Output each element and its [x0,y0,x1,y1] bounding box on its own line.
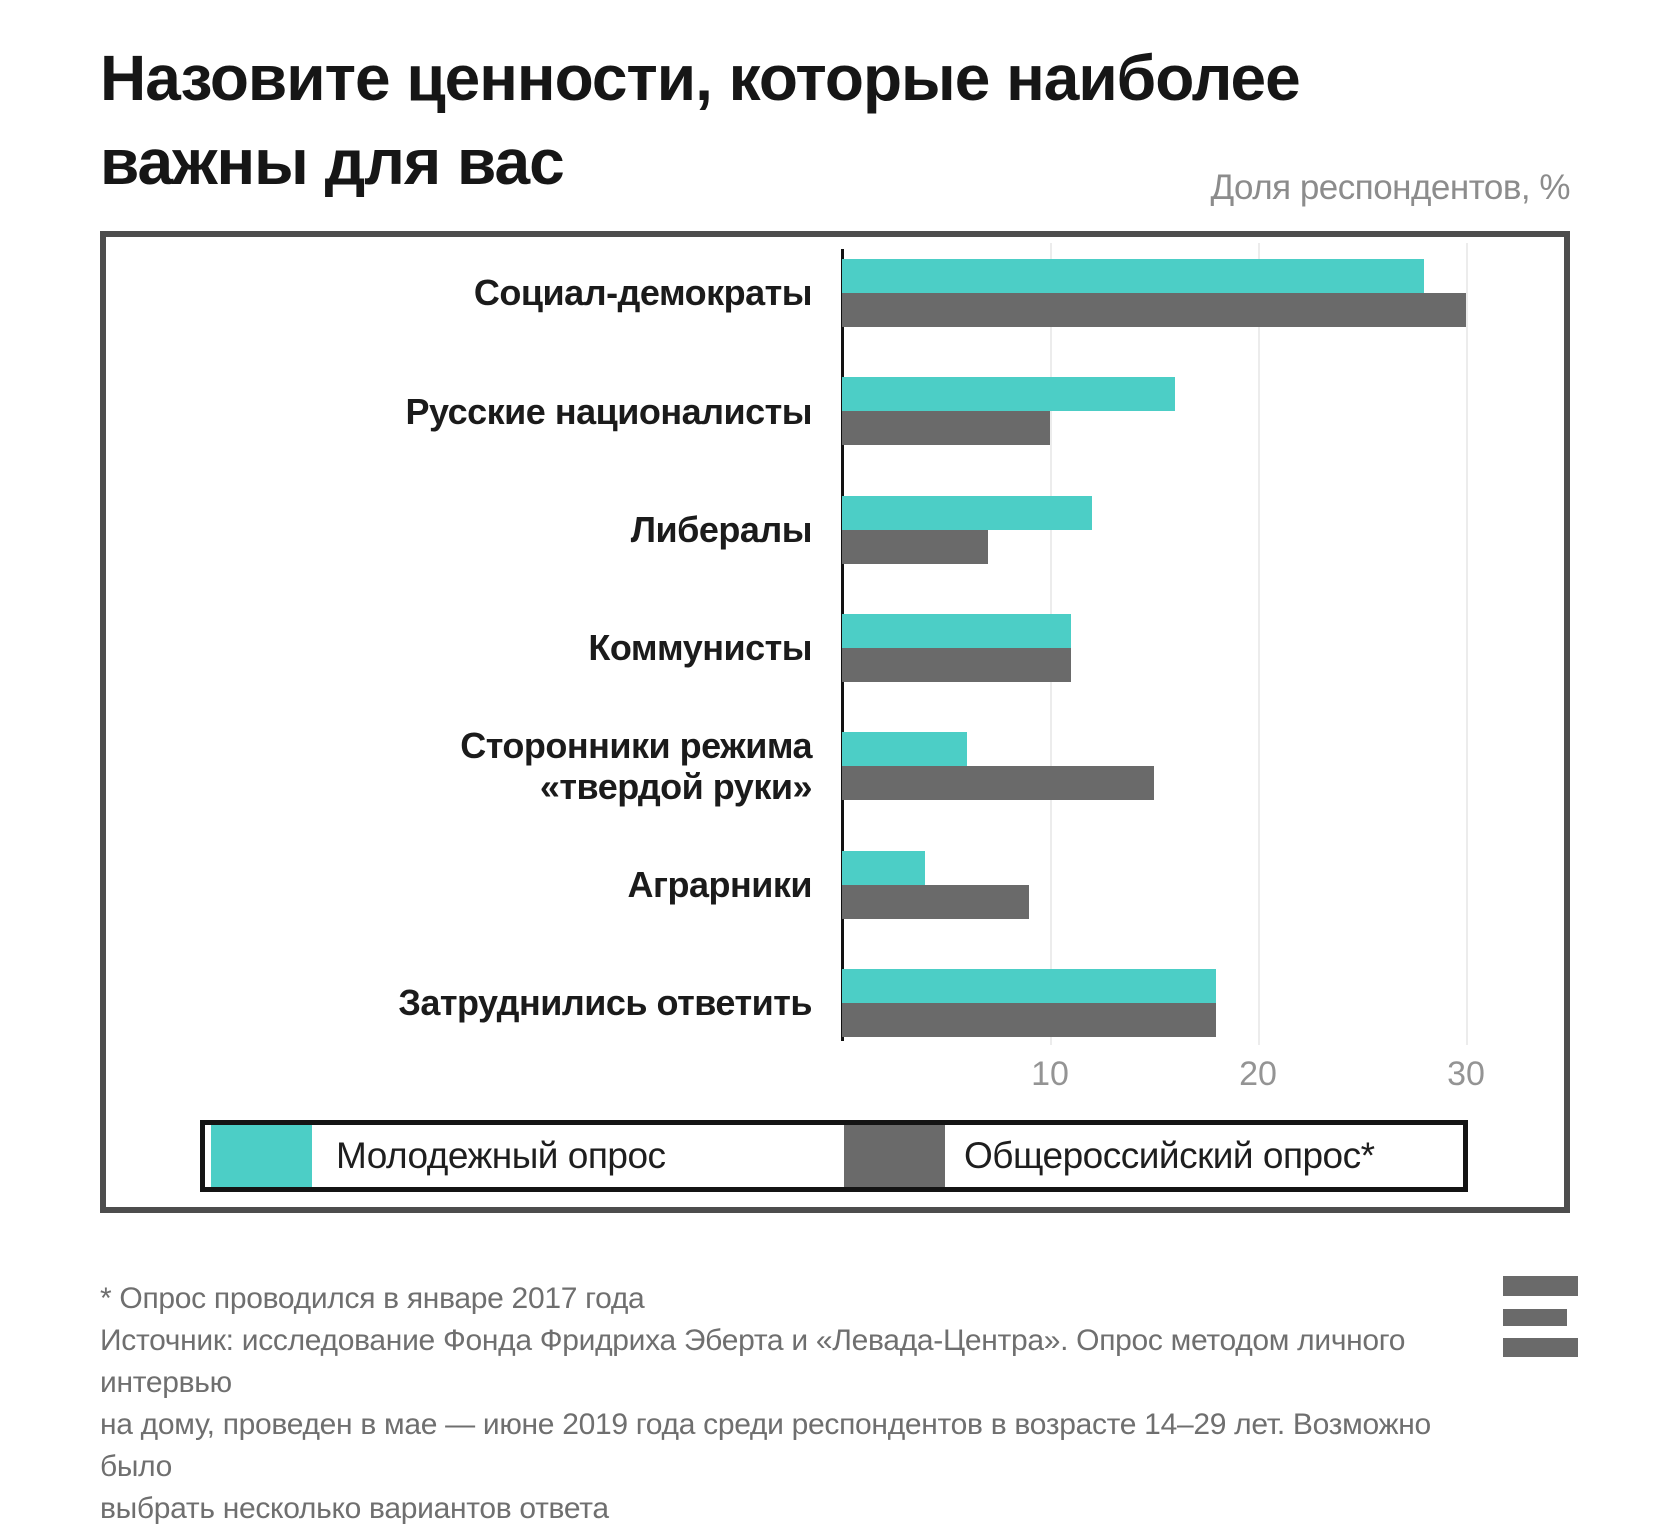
page-title-line-1: Назовите ценности, которые наиболее [100,42,1301,114]
logo-bar-1 [1503,1276,1578,1296]
logo-bar-2 [1503,1309,1567,1326]
units-label: Доля респондентов, % [1210,168,1570,207]
page-title: Назовите ценности, которые наиболее важн… [100,36,1301,205]
footnote-asterisk: * Опрос проводился в январе 2017 года [100,1282,645,1315]
category-label: Коммунисты [588,627,812,669]
logo-bar-3 [1503,1338,1578,1357]
category-label: Либералы [630,508,813,550]
category-label: Аграрники [627,863,812,905]
x-tick-label-10: 10 [1031,1055,1069,1093]
category-label: Сторонники режима «твердой руки» [460,724,812,808]
footnotes: * Опрос проводился в январе 2017 года Ис… [100,1278,1440,1530]
bar-allrussia-7 [842,1002,1217,1037]
legend-swatch-youth [211,1125,312,1187]
category-label: Русские националисты [405,390,812,432]
plot-area: 10 20 30 Социал-демократы Русские националис… [106,237,1564,1207]
gridline-30 [1466,243,1468,1045]
bar-allrussia-3 [842,529,988,564]
bar-youth-6 [842,850,926,885]
bar-allrussia-5 [842,766,1154,801]
bar-allrussia-6 [842,884,1030,919]
bar-allrussia-1 [842,293,1466,327]
chart-frame: 10 20 30 Социал-демократы Русские националис… [100,231,1570,1213]
category-label: Социал-демократы [473,272,813,314]
bar-youth-3 [842,495,1092,530]
gridline-20 [1258,243,1260,1045]
page-title-line-2: важны для вас [100,126,565,199]
x-tick-label-20: 20 [1239,1055,1277,1093]
bar-youth-5 [842,732,967,767]
bar-allrussia-2 [842,411,1050,446]
infographic-canvas: Назовите ценности, которые наиболее важн… [100,36,1580,1525]
bar-allrussia-4 [842,647,1071,682]
x-tick-label-30: 30 [1447,1055,1485,1093]
footnote-source: Источник: исследование Фонда Фридриха Эб… [100,1324,1431,1525]
bar-youth-4 [842,613,1071,648]
category-label: Затруднились ответить [398,982,812,1024]
legend-label-allrussia: Общероссийский опрос* [964,1135,1375,1176]
chart-legend: Молодежный опрос Общероссийский опрос* [200,1120,1468,1192]
legend-label-youth: Молодежный опрос [336,1135,666,1176]
three-bars-logo-icon [1503,1276,1580,1357]
bar-youth-2 [842,377,1175,412]
legend-swatch-allrussia [844,1125,945,1187]
bar-youth-7 [842,968,1217,1003]
bar-youth-1 [842,259,1425,293]
